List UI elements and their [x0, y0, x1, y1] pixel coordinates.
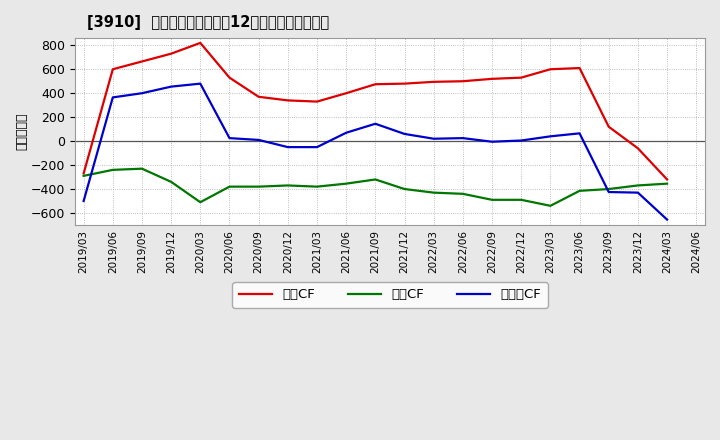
フリーCF	[254, 137, 263, 143]
投資CF	[109, 167, 117, 172]
投資CF	[196, 200, 204, 205]
営業CF	[225, 75, 234, 80]
投資CF	[254, 184, 263, 189]
フリーCF	[196, 81, 204, 86]
営業CF	[634, 146, 642, 151]
投資CF	[459, 191, 467, 197]
営業CF	[517, 75, 526, 80]
投資CF	[138, 166, 146, 171]
投資CF	[429, 190, 438, 195]
フリーCF	[575, 131, 584, 136]
投資CF	[342, 181, 351, 186]
投資CF	[487, 197, 496, 202]
フリーCF	[662, 217, 671, 222]
投資CF	[604, 187, 613, 192]
フリーCF	[342, 130, 351, 136]
営業CF	[284, 98, 292, 103]
投資CF	[167, 179, 176, 184]
営業CF	[400, 81, 409, 86]
投資CF	[284, 183, 292, 188]
フリーCF	[487, 139, 496, 144]
フリーCF	[400, 131, 409, 136]
投資CF	[225, 184, 234, 189]
投資CF	[312, 184, 321, 189]
フリーCF	[284, 144, 292, 150]
営業CF	[487, 76, 496, 81]
フリーCF	[167, 84, 176, 89]
営業CF	[167, 51, 176, 56]
フリーCF	[459, 136, 467, 141]
Line: 営業CF: 営業CF	[84, 43, 667, 180]
営業CF	[79, 171, 88, 176]
フリーCF	[517, 138, 526, 143]
営業CF	[575, 66, 584, 71]
投資CF	[662, 181, 671, 186]
Legend: 営業CF, 投資CF, フリーCF: 営業CF, 投資CF, フリーCF	[232, 282, 548, 308]
Line: 投資CF: 投資CF	[84, 169, 667, 206]
フリーCF	[79, 198, 88, 204]
営業CF	[604, 124, 613, 129]
フリーCF	[604, 189, 613, 194]
投資CF	[575, 188, 584, 194]
営業CF	[546, 66, 554, 72]
フリーCF	[138, 91, 146, 96]
フリーCF	[109, 95, 117, 100]
営業CF	[196, 40, 204, 46]
営業CF	[371, 81, 379, 87]
Line: フリーCF: フリーCF	[84, 84, 667, 220]
営業CF	[342, 91, 351, 96]
営業CF	[662, 177, 671, 182]
営業CF	[312, 99, 321, 104]
フリーCF	[312, 144, 321, 150]
営業CF	[254, 94, 263, 99]
営業CF	[138, 59, 146, 64]
フリーCF	[225, 136, 234, 141]
フリーCF	[371, 121, 379, 126]
フリーCF	[546, 134, 554, 139]
営業CF	[109, 66, 117, 72]
投資CF	[517, 197, 526, 202]
投資CF	[371, 177, 379, 182]
営業CF	[459, 79, 467, 84]
フリーCF	[634, 190, 642, 195]
投資CF	[546, 203, 554, 209]
営業CF	[429, 79, 438, 84]
フリーCF	[429, 136, 438, 141]
Y-axis label: （百万円）: （百万円）	[15, 113, 28, 150]
投資CF	[634, 183, 642, 188]
投資CF	[79, 173, 88, 179]
Text: [3910]  キャッシュフローの12か月移動合計の推移: [3910] キャッシュフローの12か月移動合計の推移	[87, 15, 330, 30]
投資CF	[400, 187, 409, 192]
